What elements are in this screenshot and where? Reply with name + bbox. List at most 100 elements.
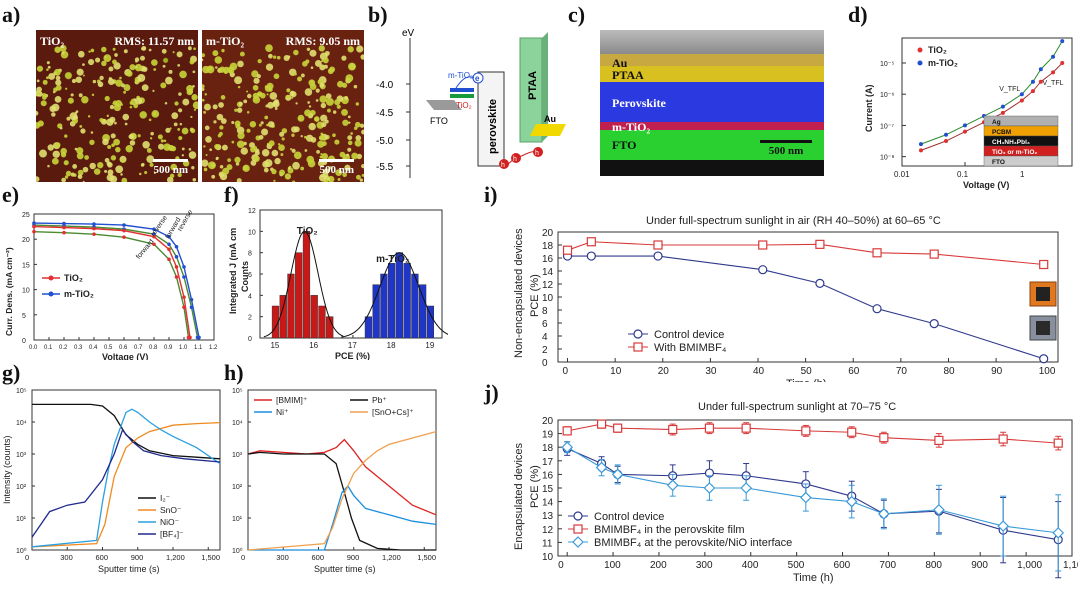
afm-grain <box>337 178 341 182</box>
afm-grain <box>258 134 264 140</box>
y-tick-label: 10 <box>248 229 256 236</box>
afm-grain <box>286 88 291 93</box>
chart-title: Under full-spectrum sunlight in air (RH … <box>646 215 941 227</box>
sem-scale-bar: 500 nm <box>760 140 812 157</box>
y-tick-label: 20 <box>542 228 554 239</box>
y-tick-label: 10 <box>22 288 30 295</box>
afm-grain <box>146 148 152 153</box>
afm-grain <box>112 47 116 51</box>
au-block <box>530 124 566 136</box>
afm-grain <box>324 64 328 69</box>
x-axis-label: Sputter time (s) <box>98 564 160 574</box>
vtfl-annotation: V_TFL <box>1042 80 1063 87</box>
afm-grain <box>77 169 84 176</box>
afm-grain <box>264 115 269 120</box>
afm-grain <box>202 98 205 102</box>
y-tick-label: 25 <box>22 212 30 219</box>
afm-grain <box>347 62 356 71</box>
histogram-bar <box>403 263 411 339</box>
afm-grain <box>37 92 41 95</box>
data-point <box>666 479 679 492</box>
afm-grain <box>310 136 317 143</box>
afm-grain <box>193 108 196 111</box>
data-point <box>758 240 768 250</box>
data-point <box>653 251 663 261</box>
mtio2-label: m-TiO₂ <box>448 71 473 80</box>
data-point <box>1051 70 1056 75</box>
afm-grain <box>345 74 354 83</box>
afm-rms-mtio2: RMS: 9.05 nm <box>285 34 360 48</box>
data-point <box>962 129 967 134</box>
data-point <box>182 265 186 269</box>
afm-grain <box>255 148 260 153</box>
x-tick-label: 0.01 <box>894 170 910 179</box>
afm-grain <box>139 111 147 119</box>
afm-grain <box>353 84 358 89</box>
panel-label-a: a) <box>2 2 21 27</box>
histogram-bar <box>388 263 396 339</box>
histogram-bar <box>302 231 311 339</box>
x-tick-label: 1.0 <box>179 345 188 351</box>
afm-image-mtio2: m-TiO₂ RMS: 9.05 nm 500 nm <box>202 30 364 182</box>
afm-grain <box>353 126 358 130</box>
afm-grain <box>283 55 290 62</box>
afm-grain <box>304 135 307 139</box>
afm-grain <box>106 120 109 123</box>
data-point <box>122 223 126 227</box>
afm-grain <box>321 59 324 63</box>
legend-marker <box>573 511 583 521</box>
afm-grain <box>289 147 293 151</box>
afm-grain <box>332 110 337 114</box>
afm-grain <box>129 105 133 109</box>
x-tick-label: 0.0 <box>29 345 38 351</box>
x-tick-label: 0 <box>25 553 29 562</box>
x-tick-label: 600 <box>834 560 851 571</box>
afm-grain <box>247 93 252 99</box>
afm-grain <box>203 167 208 172</box>
afm-grain <box>334 99 341 106</box>
afm-grain <box>191 94 198 101</box>
afm-grain <box>251 70 259 78</box>
perovskite-block <box>477 71 505 167</box>
afm-grain <box>253 77 260 84</box>
fit-line <box>920 40 1063 145</box>
y-tick-label: 6 <box>542 319 548 330</box>
data-point <box>1039 354 1049 364</box>
afm-grain <box>108 66 114 72</box>
y-tick-label: 10⁵ <box>16 388 27 395</box>
afm-grain <box>221 48 225 53</box>
data-point <box>174 265 179 269</box>
afm-grain <box>320 102 327 109</box>
afm-grain <box>47 144 54 151</box>
chart-d: 0.01 0.1 1 10⁻⁸ 10⁻⁷ 10⁻⁶ 10⁻⁵ Voltage (V) Curre… <box>864 37 1073 190</box>
afm-grain <box>109 116 116 123</box>
y-tick-label: 10 <box>542 552 554 563</box>
afm-grain <box>319 95 327 103</box>
afm-grain <box>76 152 84 160</box>
panel-label-h: h) <box>224 360 244 385</box>
afm-grain <box>250 160 257 166</box>
depth-profile-line <box>31 408 221 548</box>
afm-grain <box>325 97 334 106</box>
afm-grain <box>361 129 364 135</box>
band-ticks: -4.0 -4.5 -5.0 -5.5 <box>376 80 410 173</box>
afm-grain <box>78 93 83 98</box>
x-tick-label: 100 <box>604 560 621 571</box>
afm-grain <box>341 55 347 61</box>
afm-grain <box>82 180 85 182</box>
afm-grain <box>215 157 219 161</box>
afm-grain <box>46 61 50 65</box>
data-point <box>815 239 825 249</box>
afm-grain <box>335 169 343 177</box>
x-axis-label: Voltage (V) <box>102 352 148 360</box>
afm-grain <box>273 179 276 182</box>
afm-grain <box>347 135 353 141</box>
afm-grain <box>292 161 300 170</box>
x-tick-label: 1.2 <box>209 345 218 351</box>
afm-grain <box>321 141 327 146</box>
afm-grain <box>99 75 104 81</box>
x-tick-label: 15 <box>270 341 279 350</box>
afm-grain <box>115 79 123 87</box>
afm-grain <box>253 155 260 162</box>
data-point <box>1052 527 1065 539</box>
